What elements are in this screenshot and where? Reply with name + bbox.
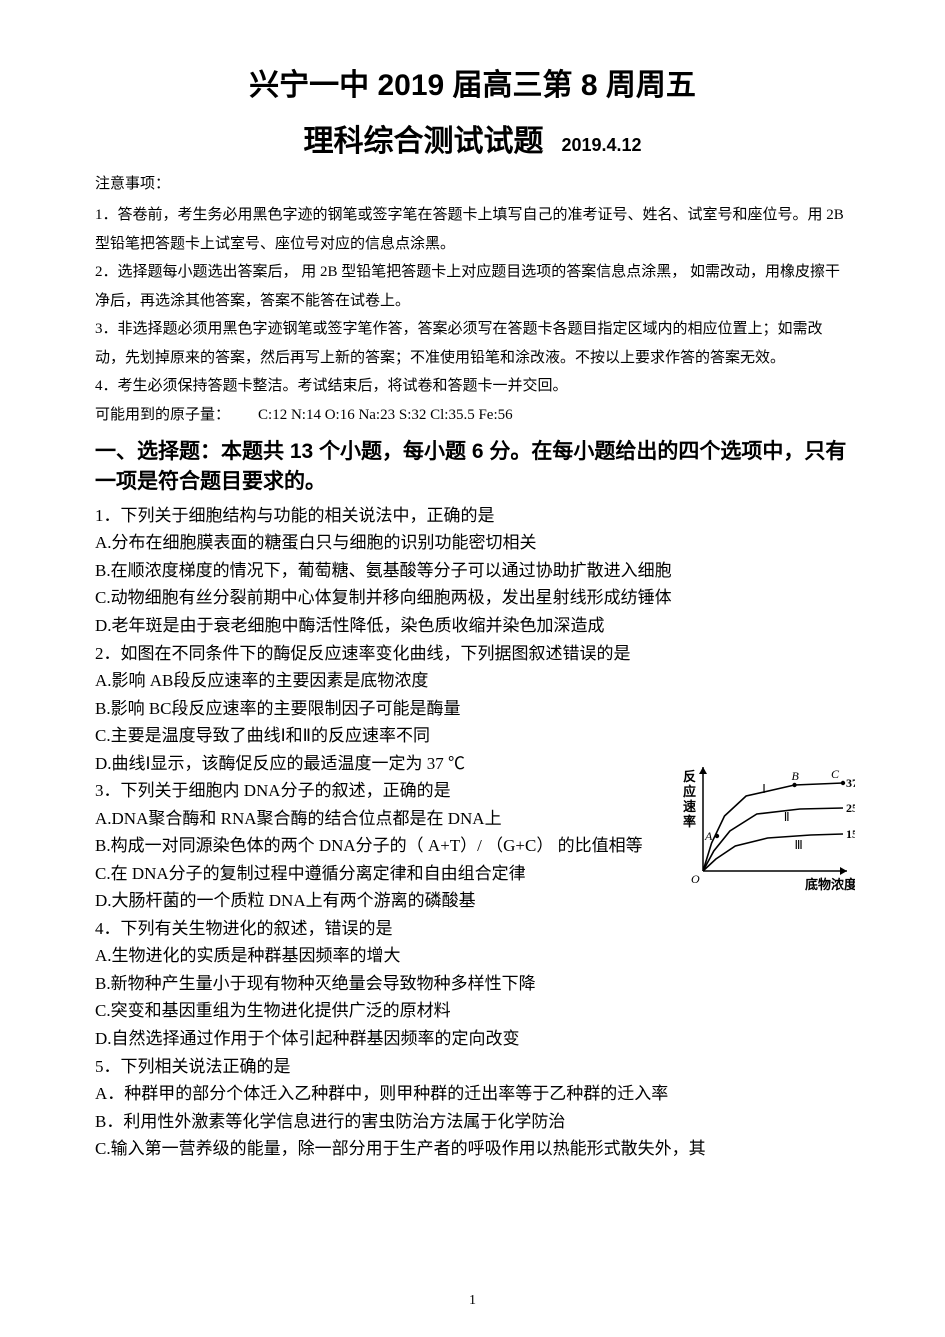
q2-A: A.影响 AB段反应速率的主要因素是底物浓度 — [95, 667, 635, 695]
svg-text:底物浓度: 底物浓度 — [805, 877, 855, 892]
notice-heading: 注意事项： — [95, 172, 850, 193]
q2-D: D.曲线Ⅰ显示，该酶促反应的最适温度一定为 37 ℃ — [95, 750, 635, 778]
svg-text:反: 反 — [683, 769, 696, 784]
q2-B: B.影响 BC段反应速率的主要限制因子可能是酶量 — [95, 695, 635, 723]
q2-C: C.主要是温度导致了曲线Ⅰ和Ⅱ的反应速率不同 — [95, 722, 635, 750]
svg-text:B: B — [792, 769, 800, 783]
q1-stem: 1．下列关于细胞结构与功能的相关说法中，正确的是 — [95, 502, 850, 530]
svg-text:Ⅱ: Ⅱ — [784, 810, 790, 824]
svg-text:速: 速 — [683, 799, 696, 814]
q4-B: B.新物种产生量小于现有物种灭绝量会导致物种多样性下降 — [95, 970, 850, 998]
notice-item-2: 2．选择题每小题选出答案后， 用 2B 型铅笔把答题卡上对应题目选项的答案信息点… — [95, 258, 850, 315]
q1-D: D.老年斑是由于衰老细胞中酶活性降低，染色质收缩并染色加深造成 — [95, 612, 850, 640]
atomic-prefix: 可能用到的原子量： — [95, 407, 230, 423]
svg-text:A: A — [704, 829, 713, 843]
svg-text:25℃: 25℃ — [846, 801, 855, 815]
q5-stem: 5．下列相关说法正确的是 — [95, 1053, 850, 1081]
q1-C: C.动物细胞有丝分裂前期中心体复制并移向细胞两极，发出星射线形成纺锤体 — [95, 584, 850, 612]
q5-C: C.输入第一营养级的能量，除一部分用于生产者的呼吸作用以热能形式散失外，其 — [95, 1135, 850, 1163]
q1-A: A.分布在细胞膜表面的糖蛋白只与细胞的识别功能密切相关 — [95, 529, 850, 557]
title-line2: 理科综合测试试题 — [303, 116, 543, 160]
svg-text:率: 率 — [683, 814, 696, 829]
svg-text:37℃: 37℃ — [846, 776, 855, 790]
q5-B: B．利用性外激素等化学信息进行的害虫防治方法属于化学防治 — [95, 1108, 850, 1136]
q4-stem: 4．下列有关生物进化的叙述，错误的是 — [95, 915, 850, 943]
notice-item-4: 4．考生必须保持答题卡整洁。考试结束后，将试卷和答题卡一并交回。 — [95, 372, 850, 401]
notice-item-3: 3．非选择题必须用黑色字迹钢笔或签字笔作答，答案必须写在答题卡各题目指定区域内的… — [95, 315, 850, 372]
q1-B: B.在顺浓度梯度的情况下，葡萄糖、氨基酸等分子可以通过协助扩散进入细胞 — [95, 557, 850, 585]
title-line1: 兴宁一中 2019 届高三第 8 周周五 — [95, 60, 850, 104]
title-line2-wrap: 理科综合测试试题 2019.4.12 — [95, 116, 850, 160]
page-number: 1 — [0, 1293, 945, 1309]
section-heading: 一、选择题：本题共 13 个小题，每小题 6 分。在每小题给出的四个选项中，只有… — [95, 437, 850, 498]
q2-stem: 2．如图在不同条件下的酶促反应速率变化曲线，下列据图叙述错误的是 — [95, 640, 850, 668]
notice-item-1: 1．答卷前，考生务必用黑色字迹的钢笔或签字笔在答题卡上填写自己的准考证号、姓名、… — [95, 201, 850, 258]
atomic-masses: 可能用到的原子量： C:12 N:14 O:16 Na:23 S:32 Cl:35… — [95, 401, 850, 430]
svg-text:O: O — [691, 872, 700, 886]
q4-C: C.突变和基因重组为生物进化提供广泛的原材料 — [95, 997, 850, 1025]
enzyme-chart: 37℃ 25℃ 15℃ Ⅰ ⅡⅢ A B C O 底物浓度 反应速率 — [675, 753, 855, 893]
svg-text:Ⅰ: Ⅰ — [762, 782, 766, 796]
svg-text:C: C — [831, 767, 840, 781]
q4-D: D.自然选择通过作用于个体引起种群基因频率的定向改变 — [95, 1025, 850, 1053]
svg-text:应: 应 — [683, 784, 696, 799]
q5-A: A．种群甲的部分个体迁入乙种群中，则甲种群的迁出率等于乙种群的迁入率 — [95, 1080, 850, 1108]
title-date: 2019.4.12 — [561, 135, 641, 156]
q4-A: A.生物进化的实质是种群基因频率的增大 — [95, 942, 850, 970]
svg-text:Ⅲ: Ⅲ — [795, 838, 803, 852]
svg-text:15℃: 15℃ — [846, 827, 855, 841]
atomic-values: C:12 N:14 O:16 Na:23 S:32 Cl:35.5 Fe:56 — [258, 407, 513, 423]
